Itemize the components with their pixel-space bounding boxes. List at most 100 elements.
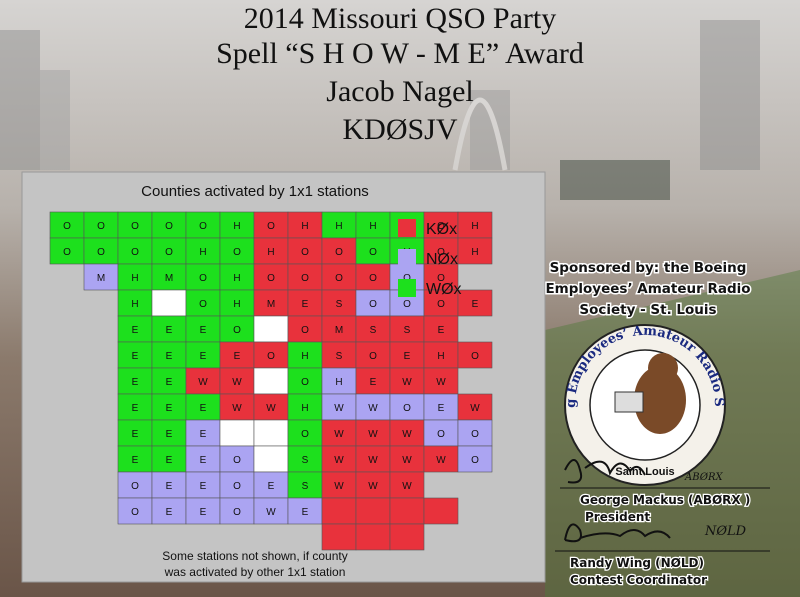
county — [457, 237, 493, 265]
county — [117, 289, 153, 317]
county — [355, 263, 391, 291]
county-label: O — [369, 273, 377, 284]
map-title: Counties activated by 1x1 stations — [141, 183, 369, 200]
county-label: M — [335, 325, 343, 336]
county — [151, 497, 187, 525]
county — [287, 393, 323, 421]
county — [219, 211, 255, 239]
county — [117, 445, 153, 473]
legend-label: KØx — [426, 221, 457, 238]
county-label: O — [301, 273, 309, 284]
county-label: O — [437, 429, 445, 440]
county-label: O — [63, 247, 71, 258]
county-label: H — [335, 221, 342, 232]
county — [423, 263, 459, 291]
county — [219, 237, 255, 265]
county-label: O — [301, 325, 309, 336]
county — [185, 211, 221, 239]
county-label: O — [471, 455, 479, 466]
county-label: E — [132, 403, 139, 414]
county — [287, 289, 323, 317]
county — [389, 523, 425, 551]
county-label: E — [302, 507, 309, 518]
county — [185, 497, 221, 525]
county — [151, 445, 187, 473]
county — [321, 523, 357, 551]
county-label: O — [301, 247, 309, 258]
county-label: W — [368, 403, 378, 414]
county — [253, 263, 289, 291]
county-label: W — [334, 481, 344, 492]
county — [253, 315, 289, 343]
county — [185, 367, 221, 395]
county-label: E — [472, 299, 479, 310]
county-label: W — [368, 481, 378, 492]
county — [389, 445, 425, 473]
county-label: H — [369, 221, 376, 232]
county — [423, 497, 459, 525]
county-label: E — [132, 455, 139, 466]
sponsor-line: Society - St. Louis — [579, 302, 716, 318]
county — [287, 211, 323, 239]
county-label: E — [132, 429, 139, 440]
county — [185, 393, 221, 421]
county-label: E — [166, 481, 173, 492]
county — [117, 497, 153, 525]
county — [321, 419, 357, 447]
county-label: O — [301, 377, 309, 388]
county-label: H — [471, 221, 478, 232]
county — [423, 419, 459, 447]
county-label: O — [131, 221, 139, 232]
county — [185, 445, 221, 473]
county — [151, 367, 187, 395]
county-label: M — [165, 273, 173, 284]
county-label: E — [234, 351, 241, 362]
county-label: O — [301, 429, 309, 440]
county-label: S — [370, 325, 377, 336]
county — [253, 471, 289, 499]
county — [321, 211, 357, 239]
county-label: O — [233, 325, 241, 336]
county-label: E — [166, 507, 173, 518]
county-label: H — [199, 247, 206, 258]
legend-swatch — [398, 249, 416, 267]
signer-name: Randy Wing (NØLD) — [570, 556, 704, 570]
county-label: O — [165, 221, 173, 232]
county — [151, 393, 187, 421]
county-label: S — [336, 299, 343, 310]
county — [287, 497, 323, 525]
county — [423, 341, 459, 369]
county — [151, 211, 187, 239]
county-label: W — [334, 403, 344, 414]
county-label: H — [335, 377, 342, 388]
county — [321, 237, 357, 265]
county — [151, 315, 187, 343]
county — [117, 315, 153, 343]
county-label: O — [131, 481, 139, 492]
title-line: 2014 Missouri QSO Party — [244, 2, 557, 35]
county-label: O — [437, 221, 445, 232]
county — [253, 445, 289, 473]
county-label: H — [301, 351, 308, 362]
county — [253, 211, 289, 239]
county — [151, 471, 187, 499]
title-line: Spell “S H O W - M E” Award — [216, 37, 584, 70]
county-label: O — [131, 507, 139, 518]
county — [253, 497, 289, 525]
county-label: H — [437, 351, 444, 362]
county-label: M — [267, 299, 275, 310]
county — [151, 341, 187, 369]
county — [321, 367, 357, 395]
county — [457, 289, 493, 317]
county-label: E — [166, 377, 173, 388]
county-label: W — [334, 455, 344, 466]
county-label: O — [437, 273, 445, 284]
county-label: E — [438, 403, 445, 414]
county-label: W — [436, 377, 446, 388]
county-label: E — [200, 429, 207, 440]
county-label: E — [438, 325, 445, 336]
county-label: O — [403, 403, 411, 414]
county-label: W — [198, 377, 208, 388]
county-label: O — [233, 247, 241, 258]
